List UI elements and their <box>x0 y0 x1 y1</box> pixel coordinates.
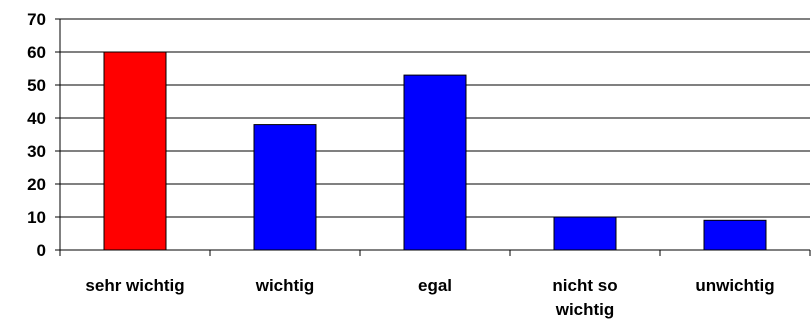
bar-4 <box>703 219 767 251</box>
x-category-label: nicht so <box>552 276 617 295</box>
labels: 0 10 20 30 40 50 60 70 sehr wichtig wichtig egal ni… <box>27 10 775 319</box>
bar-2 <box>403 74 467 251</box>
y-tick-label: 60 <box>27 43 46 62</box>
y-tick-label: 30 <box>27 142 46 161</box>
y-tick-label: 50 <box>27 76 46 95</box>
y-tick-label: 20 <box>27 175 46 194</box>
y-tick-label: 70 <box>27 10 46 29</box>
y-tick-label: 40 <box>27 109 46 128</box>
axes <box>55 18 811 256</box>
x-category-label: egal <box>418 276 452 295</box>
bar-1 <box>253 124 317 251</box>
x-category-label: sehr wichtig <box>85 276 184 295</box>
y-tick-label: 10 <box>27 208 46 227</box>
y-tick-label: 0 <box>37 241 46 260</box>
x-category-label: unwichtig <box>695 276 774 295</box>
x-category-label: wichtig <box>555 300 615 319</box>
bar-0 <box>103 51 167 251</box>
x-category-label: wichtig <box>255 276 315 295</box>
bar-3 <box>553 216 617 251</box>
bars <box>103 51 767 251</box>
